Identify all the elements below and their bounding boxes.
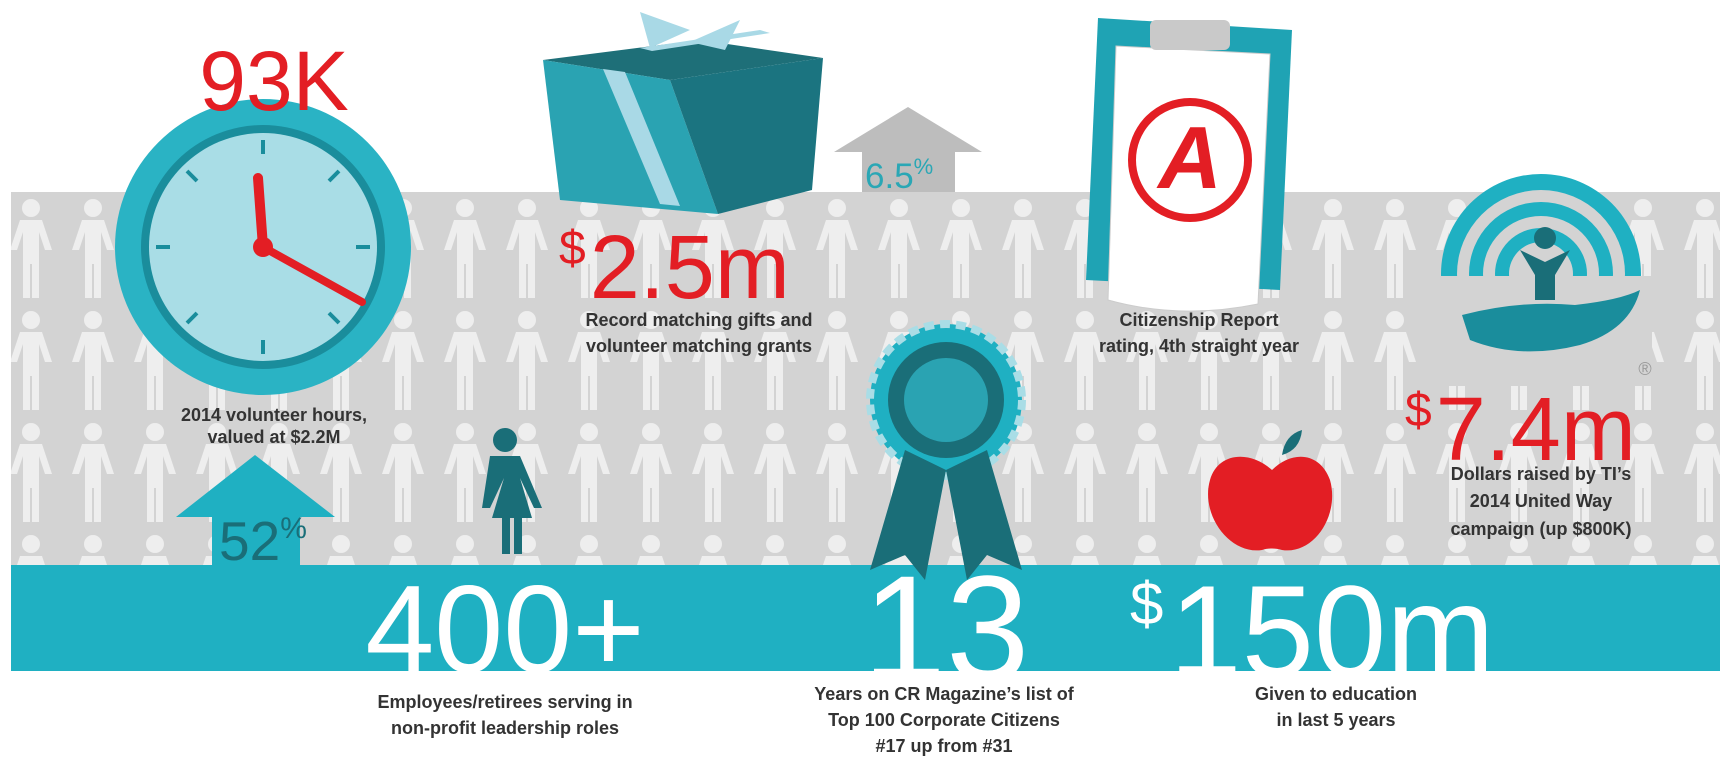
clock-icon-part-part bbox=[327, 169, 341, 183]
caption: Given to education bbox=[1255, 684, 1417, 704]
rosette-icon-part bbox=[946, 450, 1022, 580]
caption: 2014 volunteer hours, bbox=[181, 405, 367, 425]
gray-arrow bbox=[834, 107, 982, 192]
unit: % bbox=[280, 512, 307, 545]
rosette-icon bbox=[866, 320, 1026, 580]
clock-icon bbox=[115, 99, 411, 395]
caption: Citizenship Report bbox=[1119, 310, 1278, 330]
caption: Record matching gifts and bbox=[585, 310, 812, 330]
united-way-logo-part bbox=[1462, 290, 1640, 352]
number: 7.4m bbox=[1436, 380, 1636, 480]
caption: #17 up from #31 bbox=[875, 736, 1012, 756]
caption: valued at $2.2M bbox=[207, 427, 340, 447]
united-way-logo-part bbox=[1534, 227, 1556, 249]
stat-value: $2.5m bbox=[559, 218, 790, 318]
clock-icon-part-part bbox=[327, 311, 341, 325]
gift-icon-part bbox=[543, 60, 718, 214]
caption: volunteer matching grants bbox=[586, 336, 812, 356]
apple-icon-part bbox=[1208, 456, 1333, 551]
rosette-icon-part bbox=[870, 450, 946, 580]
up-arrow bbox=[176, 455, 335, 565]
prefix: $ bbox=[1130, 570, 1163, 637]
stat-value: 13 bbox=[863, 544, 1030, 712]
person-icon-part bbox=[493, 428, 517, 452]
background-bands-part bbox=[11, 565, 1720, 671]
caption: Dollars raised by TI’s bbox=[1451, 464, 1631, 484]
registered-mark: ® bbox=[1638, 359, 1651, 379]
caption: rating, 4th straight year bbox=[1099, 336, 1299, 356]
caption: in last 5 years bbox=[1276, 710, 1395, 730]
grade: A bbox=[1156, 108, 1222, 207]
stat-value: 400+ bbox=[365, 561, 644, 699]
clock-icon-part bbox=[253, 173, 268, 252]
clock-icon-part-part bbox=[185, 169, 199, 183]
caption: non-profit leadership roles bbox=[391, 718, 619, 738]
gift-icon bbox=[543, 12, 823, 214]
prefix: $ bbox=[1405, 384, 1432, 437]
stat-value: $7.4m bbox=[1405, 380, 1636, 480]
stat-value: 6.5% bbox=[865, 154, 933, 196]
apple-icon bbox=[1208, 430, 1333, 551]
number: 150m bbox=[1169, 558, 1494, 704]
clipboard-icon-part bbox=[1150, 20, 1230, 50]
caption: campaign (up $800K) bbox=[1450, 519, 1631, 539]
stat-value: $150m bbox=[1130, 558, 1495, 704]
clock-icon-part bbox=[156, 140, 370, 354]
rosette-icon-part bbox=[904, 358, 988, 442]
gift-icon-part bbox=[543, 40, 823, 80]
person-icon bbox=[482, 428, 542, 554]
gift-icon-part bbox=[640, 12, 740, 50]
gift-icon-part bbox=[670, 58, 823, 214]
clipboard-icon-part bbox=[1128, 98, 1252, 222]
caption: Top 100 Corporate Citizens bbox=[828, 710, 1060, 730]
caption: 2014 United Way bbox=[1470, 491, 1612, 511]
number: 6.5 bbox=[865, 157, 914, 196]
person-icon-part bbox=[482, 456, 542, 554]
apple-icon-part bbox=[1282, 430, 1302, 455]
unit: % bbox=[914, 154, 934, 179]
prefix: $ bbox=[559, 222, 586, 275]
stat-value: 93K bbox=[199, 34, 348, 128]
united-way-logo-part bbox=[1520, 250, 1570, 300]
united-way-logo bbox=[1430, 174, 1652, 386]
gray-arrow-part bbox=[834, 107, 982, 192]
number: 2.5m bbox=[590, 218, 790, 318]
caption: Years on CR Magazine’s list of bbox=[814, 684, 1074, 704]
clipboard-icon bbox=[1086, 18, 1292, 312]
number: 52 bbox=[219, 510, 280, 572]
clock-icon-part bbox=[253, 237, 273, 257]
gift-icon-part bbox=[603, 69, 680, 206]
caption: Employees/retirees serving in bbox=[377, 692, 632, 712]
band-numbers: 400+ 13 $150m bbox=[365, 544, 1495, 712]
clock-icon-part bbox=[259, 243, 366, 306]
clock-icon-part-part bbox=[185, 311, 199, 325]
stat-value: 52% bbox=[219, 510, 307, 572]
up-arrow-part bbox=[176, 455, 335, 565]
